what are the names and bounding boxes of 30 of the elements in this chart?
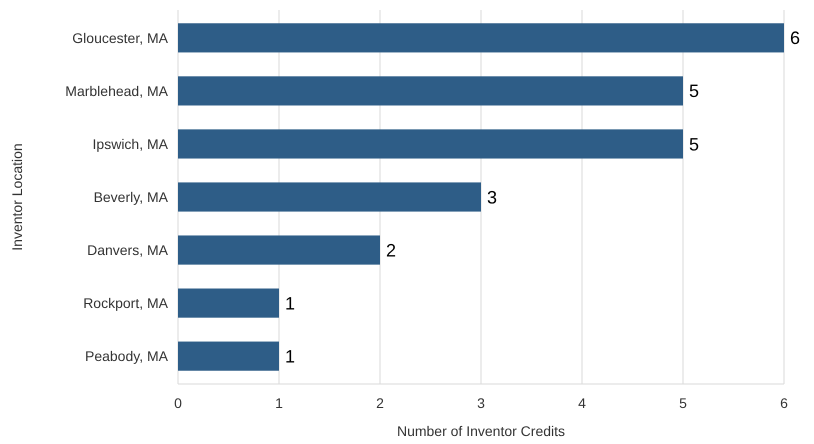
x-tick-label: 3 xyxy=(477,395,486,411)
x-tick-label: 0 xyxy=(174,395,182,411)
x-axis-title: Number of Inventor Credits xyxy=(396,423,566,439)
data-label: 6 xyxy=(790,28,800,48)
data-label: 3 xyxy=(487,187,498,208)
y-tick-label: Peabody, MA xyxy=(84,348,169,364)
x-tick-label: 2 xyxy=(376,395,384,411)
y-tick-label: Marblehead, MA xyxy=(65,82,169,99)
bar xyxy=(178,129,683,159)
data-label: 5 xyxy=(689,81,700,102)
y-axis-title: Inventor Location xyxy=(9,143,25,251)
data-label: 5 xyxy=(689,134,700,154)
y-tick-label: Gloucester, MA xyxy=(72,30,169,46)
data-label: 1 xyxy=(285,293,296,314)
bar xyxy=(178,182,481,212)
bar xyxy=(178,23,784,52)
bar xyxy=(178,76,683,106)
x-tick-label: 4 xyxy=(578,395,586,411)
data-label: 2 xyxy=(386,240,396,260)
y-tick-label: Beverly, MA xyxy=(94,188,169,205)
bar xyxy=(178,342,279,371)
x-tick-label: 5 xyxy=(679,395,688,411)
x-tick-label: 6 xyxy=(780,395,788,411)
x-tick-label: 1 xyxy=(275,395,284,411)
y-tick-label: Rockport, MA xyxy=(83,295,169,311)
y-tick-label: Ipswich, MA xyxy=(92,136,169,152)
data-label: 1 xyxy=(285,346,296,366)
bar xyxy=(178,235,380,265)
y-tick-label: Danvers, MA xyxy=(87,242,169,258)
bar xyxy=(178,288,279,318)
